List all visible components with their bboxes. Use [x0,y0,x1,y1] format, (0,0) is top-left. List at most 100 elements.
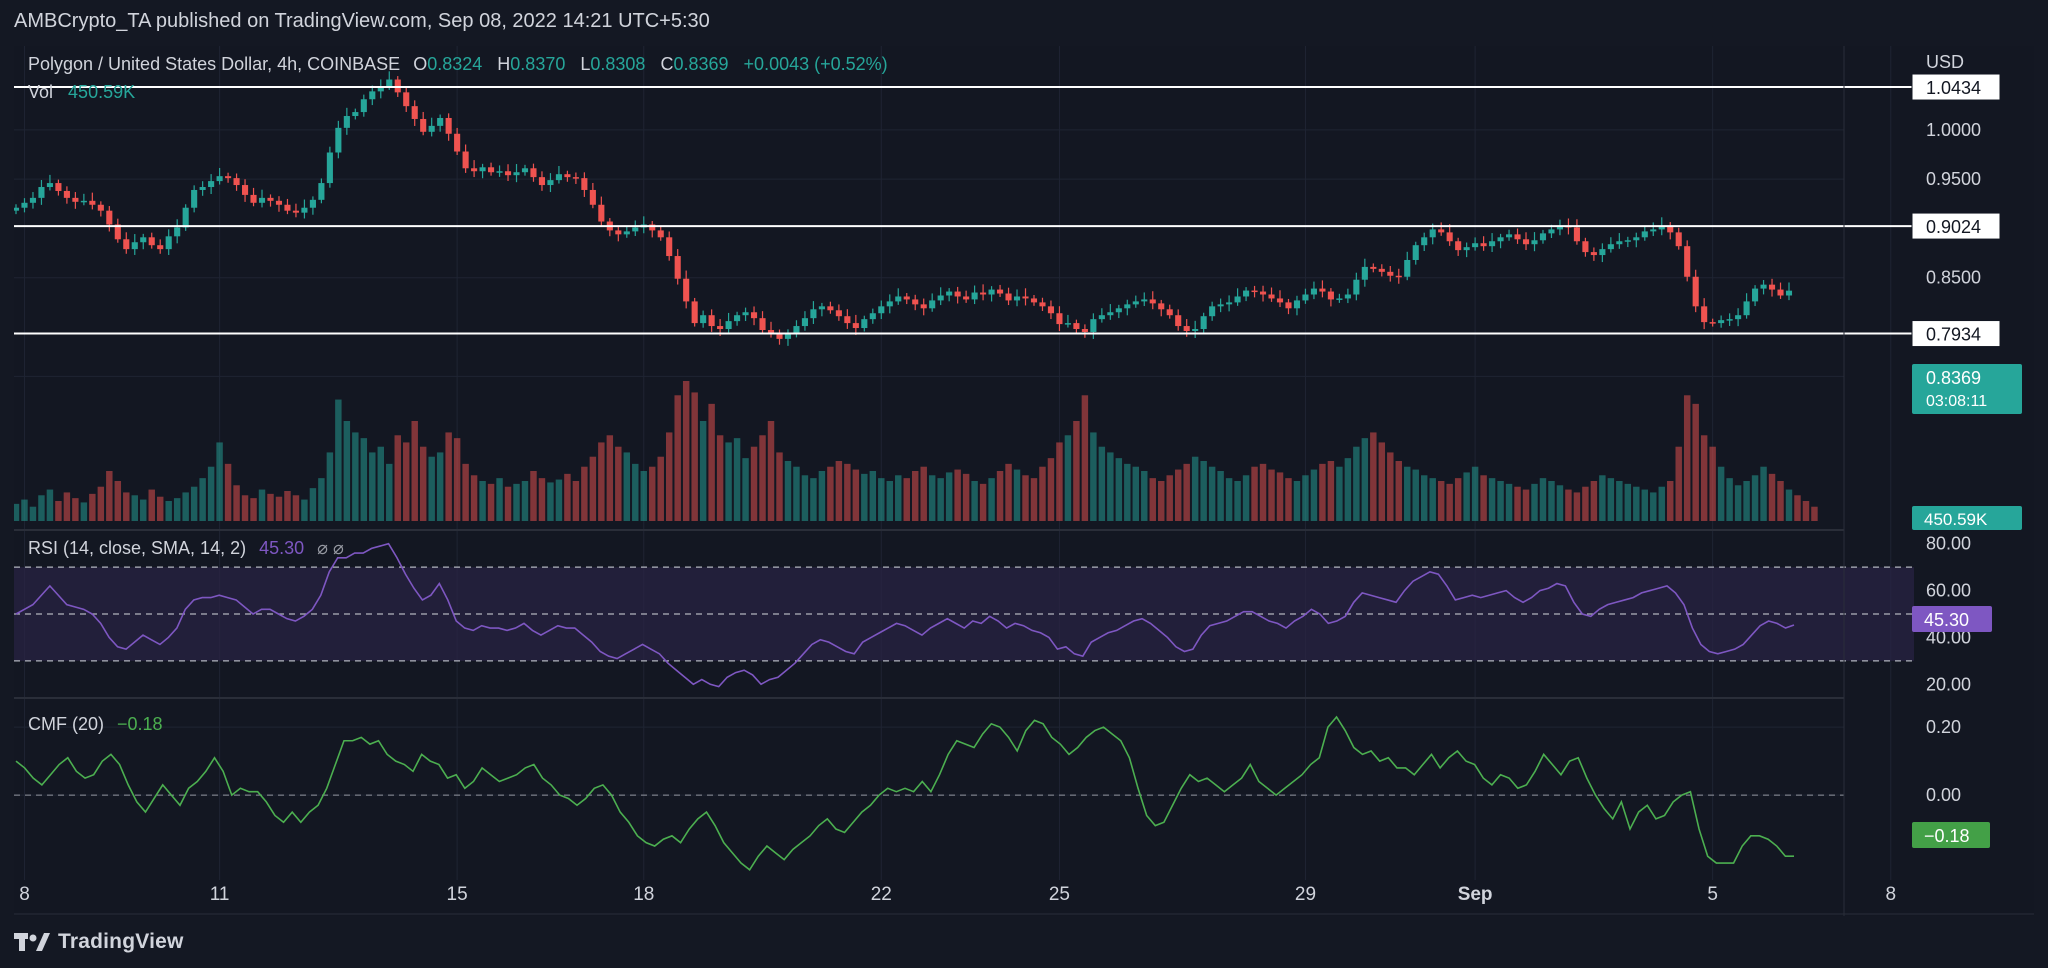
candle [801,311,808,331]
candle [606,218,613,237]
tradingview-footer[interactable]: TradingView [14,928,184,956]
volume-bar [1064,435,1072,521]
volume-bar [1497,481,1504,521]
volume-bar [1081,395,1089,521]
candle [1209,301,1216,321]
tradingview-brand-text: TradingView [58,930,184,953]
cmf-legend[interactable]: CMF (20) −0.18 [28,714,163,734]
candle [1701,298,1708,330]
low-label: L [580,54,590,74]
volume-bar [733,438,741,521]
candle [691,297,698,327]
candle [1175,309,1182,331]
volume-bar [1607,478,1615,521]
candle [488,162,495,176]
volume-bar [835,461,843,521]
candle [937,287,944,306]
candle [852,314,859,336]
candle [165,229,172,255]
volume-bar [114,481,122,521]
volume-bar [470,475,478,521]
candle [1166,304,1173,319]
candle [1056,306,1063,332]
candle [1667,222,1674,240]
candle [1607,237,1614,253]
volume-bar [513,483,520,521]
main-legend[interactable]: Polygon / United States Dollar, 4h, COIN… [28,54,888,102]
candle [1030,294,1038,306]
volume-bar [1514,486,1521,521]
volume-bar [810,478,817,521]
volume-bar [1073,421,1080,521]
candle [284,198,291,215]
volume-bar [1217,471,1224,521]
rsi-tick-0: 80.00 [1926,534,1971,554]
volume-bar [665,432,673,521]
volume-bar [1488,478,1496,521]
candle [844,309,851,329]
candle [1582,237,1589,257]
volume-bar [657,456,664,521]
candle [1293,295,1301,316]
volume-bar [224,463,232,521]
candle [233,173,240,191]
rsi-axis-ticks[interactable]: 80.00 60.00 40.00 20.00 [1926,534,1971,695]
candle [1141,292,1148,307]
candle [89,192,96,210]
cmf-axis-ticks[interactable]: 0.20 0.00 [1926,717,1961,805]
volume-bar [996,471,1004,521]
candle [403,87,410,112]
time-tick-6: 29 [1295,884,1316,905]
volume-bar [1463,472,1470,521]
cmf-legend-name: CMF (20) [28,714,104,734]
price-tick-0: 1.0000 [1926,120,1981,140]
candle [199,181,206,196]
volume-bar [1327,461,1335,521]
candle [1073,319,1080,334]
candle [1768,278,1776,297]
volume-bar [403,442,410,521]
volume-bar [1760,466,1767,521]
candle [1692,269,1699,313]
volume-bar [275,496,283,521]
candle [1158,299,1165,317]
candle [1438,222,1445,236]
rsi-label-bg [1912,606,1992,632]
candle [547,173,554,193]
volume-bar [1302,475,1309,521]
volume-bar [801,475,809,521]
candle [1370,263,1377,273]
candle [38,180,45,205]
candle [657,225,664,241]
rsi-legend[interactable]: RSI (14, close, SMA, 14, 2) 45.30 ⌀ ⌀ [28,538,344,558]
volume-bar [165,501,172,521]
candle [191,185,198,213]
volume-bar [1353,446,1360,521]
volume-bar [1336,466,1343,521]
time-axis[interactable]: 8 11 15 18 22 25 29 Sep 5 8 [14,884,2034,915]
candle [411,100,418,126]
volume-label-text: 450.59K [1924,510,1988,529]
candle [1285,298,1292,315]
volume-legend-label: Vol [28,82,53,102]
candle [530,163,537,182]
volume-bar [1115,458,1123,521]
volume-value-label: 450.59K [1912,506,2022,530]
candle [1752,285,1759,307]
volume-bar [1539,478,1547,521]
volume-bar [861,473,868,521]
candle [292,203,300,218]
candle [1743,293,1750,319]
volume-bar [207,466,215,521]
volume-bar [886,481,893,521]
volume-bar [1141,471,1148,521]
candle [750,306,758,326]
candle [479,163,486,179]
candle [1107,304,1114,320]
volume-bar [1344,458,1352,521]
candle [869,308,876,324]
volume-bar [1734,485,1742,521]
candle [208,174,215,195]
